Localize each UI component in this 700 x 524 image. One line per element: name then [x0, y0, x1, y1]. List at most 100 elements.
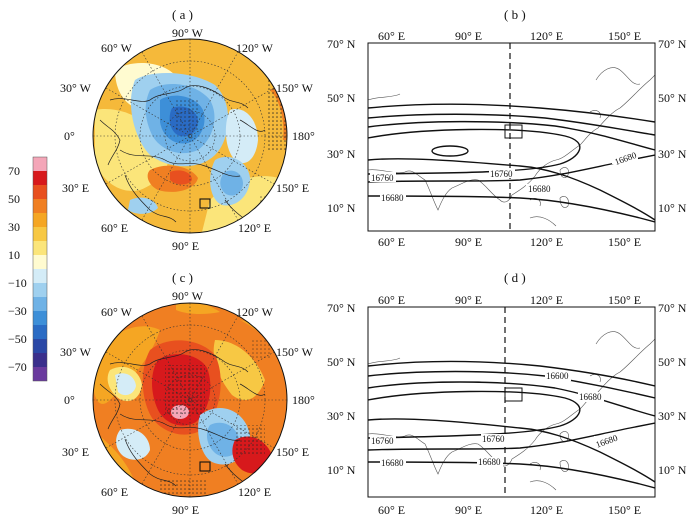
contour-label: 16600	[546, 371, 569, 381]
lon-label: 60° W	[101, 41, 133, 55]
colorbar-swatch	[33, 213, 47, 227]
x-tick-bottom: 90° E	[455, 235, 482, 249]
lon-label: 150° E	[276, 445, 309, 459]
polar-map-a	[92, 38, 288, 234]
colorbar-swatch	[33, 157, 47, 171]
colorbar-tick-label: 50	[8, 192, 20, 206]
panel-label-d: ( d )	[504, 270, 526, 285]
colorbar-tick-label: −30	[8, 304, 27, 318]
axes-b: 60° E 90° E 120° E 150° E 60° E 90° E 12…	[327, 29, 687, 249]
contour-label: 16680	[381, 458, 404, 468]
colorbar-swatch	[33, 255, 47, 269]
x-tick-top: 90° E	[455, 29, 482, 43]
lon-label: 180°	[292, 129, 315, 143]
lon-label: 60° W	[101, 305, 133, 319]
x-tick-top: 120° E	[530, 29, 563, 43]
region-box-a	[199, 198, 211, 209]
x-tick-bottom: 60° E	[378, 503, 405, 517]
contour-label: 16760	[490, 169, 513, 179]
colorbar-swatch	[33, 353, 47, 367]
colorbar-swatch	[33, 185, 47, 199]
lon-label: 0°	[64, 393, 75, 407]
lon-label: 150° W	[276, 345, 314, 359]
lon-label: 120° E	[238, 485, 271, 499]
colorbar-swatch	[33, 227, 47, 241]
colorbar: 70 50 30 10 −10 −30 −50 −70	[8, 156, 48, 382]
contour-label: 16680	[528, 184, 551, 194]
x-tick-top: 90° E	[455, 293, 482, 307]
x-tick-bottom: 60° E	[378, 235, 405, 249]
contour-label: 16680	[381, 193, 404, 203]
x-tick-top: 60° E	[378, 29, 405, 43]
regional-map-b: 16760 16680 16680 16760 16680	[367, 42, 656, 232]
y-tick-right: 10° N	[658, 463, 687, 477]
lon-label: 150° W	[276, 81, 314, 95]
colorbar-swatch	[33, 199, 47, 213]
y-tick-left: 50° N	[327, 91, 356, 105]
y-tick-right: 50° N	[658, 355, 687, 369]
colorbar-tick-label: −10	[8, 276, 27, 290]
polar-labels-a: 90° W 60° W 120° W 30° W 150° W 0° 180° …	[60, 26, 315, 253]
lon-label: 90° E	[172, 503, 199, 517]
y-tick-left: 70° N	[327, 301, 356, 315]
lon-label: 60° E	[101, 485, 128, 499]
panel-label-a: ( a )	[172, 7, 193, 22]
y-tick-right: 70° N	[658, 37, 687, 51]
lon-label: 30° W	[60, 81, 92, 95]
contour-label: 16760	[371, 436, 394, 446]
colorbar-swatch	[33, 283, 47, 297]
y-tick-left: 30° N	[327, 147, 356, 161]
colorbar-swatch	[33, 241, 47, 255]
lon-label: 120° W	[236, 41, 274, 55]
x-tick-top: 60° E	[378, 293, 405, 307]
panel-label-b: ( b )	[504, 7, 526, 22]
lon-label: 0°	[64, 129, 75, 143]
colorbar-swatch	[33, 325, 47, 339]
lon-label: 30° E	[62, 445, 89, 459]
lon-label: 120° E	[238, 221, 271, 235]
regional-map-d: 16600 16680 16760 16680 16680 16760 1668…	[367, 306, 656, 498]
colorbar-swatch	[33, 269, 47, 283]
region-box-c	[199, 461, 211, 472]
y-tick-left: 30° N	[327, 409, 356, 423]
contour-label: 16680	[579, 392, 602, 402]
y-tick-right: 30° N	[658, 147, 687, 161]
axes-d: 60° E 90° E 120° E 150° E 60° E 90° E 12…	[327, 293, 687, 517]
y-tick-left: 50° N	[327, 355, 356, 369]
colorbar-tick-label: 10	[8, 248, 20, 262]
colorbar-tick-label: 30	[8, 220, 20, 234]
colorbar-swatch	[33, 311, 47, 325]
x-tick-top: 150° E	[608, 293, 641, 307]
colorbar-tick-label: 70	[8, 164, 20, 178]
y-tick-right: 50° N	[658, 91, 687, 105]
y-tick-right: 10° N	[658, 201, 687, 215]
colorbar-swatch	[33, 367, 47, 381]
polar-labels-c: 90° W 60° W 120° W 30° W 150° W 0° 180° …	[60, 289, 315, 517]
x-tick-bottom: 90° E	[455, 503, 482, 517]
lon-label: 90° W	[172, 289, 204, 303]
colorbar-swatch	[33, 297, 47, 311]
x-tick-top: 150° E	[608, 29, 641, 43]
colorbar-tick-label: −50	[8, 332, 27, 346]
x-tick-bottom: 120° E	[530, 503, 563, 517]
colorbar-frame	[32, 156, 48, 382]
colorbar-swatch	[33, 171, 47, 185]
lon-label: 120° W	[236, 305, 274, 319]
y-tick-left: 10° N	[327, 463, 356, 477]
lon-label: 30° E	[62, 181, 89, 195]
contour-label: 16680	[478, 457, 501, 467]
lon-label: 30° W	[60, 345, 92, 359]
y-tick-right: 30° N	[658, 409, 687, 423]
lon-label: 180°	[292, 393, 315, 407]
contour-label: 16760	[482, 434, 505, 444]
x-tick-top: 120° E	[530, 293, 563, 307]
lon-label: 90° W	[172, 26, 204, 40]
x-tick-bottom: 150° E	[608, 503, 641, 517]
colorbar-tick-label: −70	[8, 360, 27, 374]
contour-label: 16760	[371, 173, 394, 183]
colorbar-swatch	[33, 339, 47, 353]
polar-map-c	[92, 302, 288, 498]
y-tick-right: 70° N	[658, 301, 687, 315]
lon-label: 90° E	[172, 239, 199, 253]
